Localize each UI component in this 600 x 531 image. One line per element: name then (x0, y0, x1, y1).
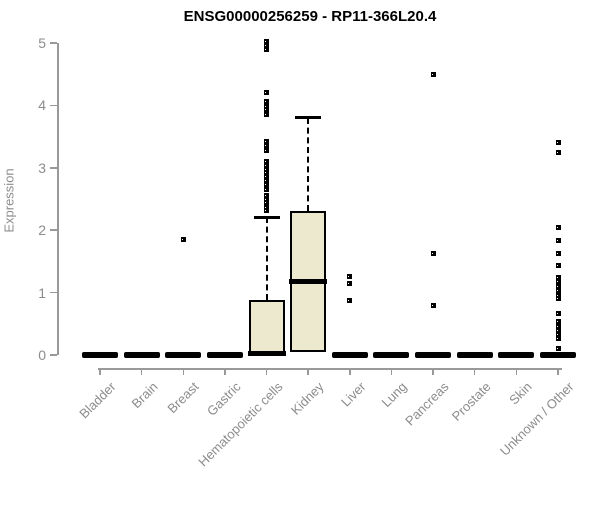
y-axis-line (57, 43, 59, 355)
outlier-point (264, 147, 270, 153)
median-line (247, 351, 286, 357)
flat-box (206, 352, 243, 358)
outlier-point (555, 327, 561, 333)
x-tick (265, 368, 268, 375)
outlier-point (555, 250, 561, 256)
x-tick (140, 368, 143, 375)
outlier-point (264, 192, 270, 198)
x-tick (515, 368, 518, 375)
box (248, 300, 285, 355)
outlier-point (264, 99, 270, 105)
y-tick (50, 291, 57, 294)
outlier-point (264, 170, 270, 176)
outlier-point (555, 279, 561, 285)
outlier-point (264, 39, 270, 45)
outlier-point (264, 177, 270, 183)
x-tick (99, 368, 101, 375)
whisker-cap (253, 215, 280, 219)
outlier-point (347, 280, 353, 286)
whisker-cap (295, 116, 322, 120)
outlier-point (555, 237, 561, 243)
x-tick (307, 368, 309, 375)
outlier-point (264, 166, 270, 172)
y-tick-label: 2 (38, 222, 46, 239)
outlier-point (264, 186, 270, 192)
whisker (265, 217, 268, 301)
flat-box (123, 352, 160, 358)
flat-box (331, 352, 368, 358)
y-tick (50, 104, 57, 107)
y-tick (50, 354, 57, 356)
flat-box (498, 352, 535, 358)
outlier-point (264, 200, 270, 206)
flat-box (165, 352, 202, 358)
flat-box (82, 352, 118, 358)
y-tick (50, 167, 57, 169)
x-tick (182, 368, 185, 375)
y-tick-label: 4 (38, 97, 46, 114)
outlier-point (264, 47, 270, 53)
outlier-point (347, 297, 353, 303)
outlier-point (555, 319, 561, 325)
outlier-point (430, 72, 436, 78)
outlier-point (264, 89, 270, 95)
outlier-point (555, 345, 561, 351)
x-axis-line (98, 368, 562, 370)
outlier-point (180, 237, 186, 243)
y-tick-label: 0 (38, 347, 46, 363)
outlier-point (555, 288, 561, 294)
outlier-point (555, 224, 561, 230)
flat-box (456, 352, 493, 358)
flat-box (415, 352, 452, 358)
outlier-point (430, 250, 436, 256)
outlier-point (264, 174, 270, 180)
outlier-point (555, 331, 561, 337)
outlier-point (264, 159, 270, 165)
outlier-point (555, 274, 561, 280)
x-tick (224, 368, 226, 375)
outlier-point (555, 283, 561, 289)
outlier-point (555, 150, 561, 156)
outlier-point (555, 140, 561, 146)
flat-box (373, 352, 410, 358)
y-tick (50, 229, 57, 231)
outlier-point (264, 208, 270, 214)
whisker (307, 117, 310, 211)
outlier-point (264, 182, 270, 188)
outlier-point (555, 263, 561, 269)
outlier-point (264, 42, 270, 48)
x-tick (473, 368, 476, 375)
outlier-point (264, 196, 270, 202)
outlier-point (264, 143, 270, 149)
flat-box (540, 352, 576, 358)
outlier-point (555, 335, 561, 341)
outlier-point (264, 204, 270, 210)
boxplot-chart: ENSG00000256259 - RP11-366L20.4 Expressi… (1, 8, 577, 470)
median-line (289, 279, 328, 285)
outlier-point (347, 273, 353, 279)
y-tick (50, 42, 57, 44)
outlier-point (264, 103, 270, 109)
outlier-point (264, 162, 270, 168)
outlier-point (555, 323, 561, 329)
x-tick (557, 368, 559, 375)
outlier-point (264, 139, 270, 145)
chart-title: ENSG00000256259 - RP11-366L20.4 (183, 8, 437, 25)
outlier-point (555, 310, 561, 316)
outlier-point (555, 292, 561, 298)
outlier-point (264, 111, 270, 117)
outlier-point (430, 303, 436, 309)
y-tick-label: 5 (38, 35, 46, 51)
x-tick (349, 368, 351, 375)
x-tick-label: Bladder (76, 379, 119, 422)
outlier-point (264, 107, 270, 113)
x-tick (390, 368, 393, 375)
y-tick-label: 1 (38, 284, 46, 301)
x-tick (432, 368, 434, 375)
outlier-point (555, 296, 561, 302)
y-tick-label: 3 (38, 159, 46, 176)
y-axis-title: Expression (1, 168, 17, 233)
